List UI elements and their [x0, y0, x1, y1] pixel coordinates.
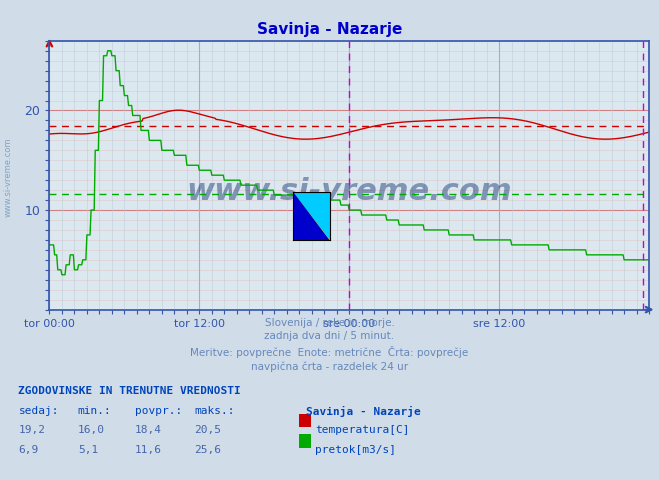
Text: Savinja - Nazarje: Savinja - Nazarje: [257, 22, 402, 36]
Polygon shape: [293, 192, 330, 240]
Text: www.si-vreme.com: www.si-vreme.com: [3, 138, 13, 217]
Text: temperatura[C]: temperatura[C]: [315, 425, 409, 435]
Text: 18,4: 18,4: [135, 425, 162, 435]
Text: maks.:: maks.:: [194, 406, 235, 416]
Text: povpr.:: povpr.:: [135, 406, 183, 416]
Text: sedaj:: sedaj:: [18, 406, 59, 416]
Polygon shape: [293, 192, 330, 240]
Text: www.si-vreme.com: www.si-vreme.com: [186, 177, 512, 206]
Text: 11,6: 11,6: [135, 445, 162, 456]
Text: 16,0: 16,0: [78, 425, 105, 435]
Text: 6,9: 6,9: [18, 445, 39, 456]
Text: Slovenija / reke in morje.
zadnja dva dni / 5 minut.
Meritve: povprečne  Enote: : Slovenija / reke in morje. zadnja dva dn…: [190, 318, 469, 372]
Text: 25,6: 25,6: [194, 445, 221, 456]
Text: 20,5: 20,5: [194, 425, 221, 435]
Text: pretok[m3/s]: pretok[m3/s]: [315, 445, 396, 456]
Text: 5,1: 5,1: [78, 445, 98, 456]
Text: ZGODOVINSKE IN TRENUTNE VREDNOSTI: ZGODOVINSKE IN TRENUTNE VREDNOSTI: [18, 386, 241, 396]
Text: 19,2: 19,2: [18, 425, 45, 435]
Text: min.:: min.:: [78, 406, 111, 416]
Text: Savinja - Nazarje: Savinja - Nazarje: [306, 406, 421, 417]
